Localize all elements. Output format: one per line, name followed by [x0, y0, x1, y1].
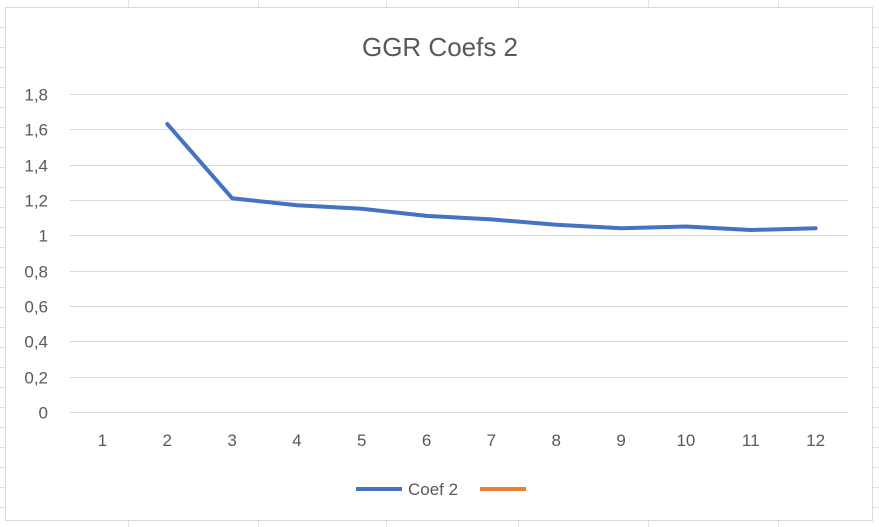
y-tick-label: 0	[39, 404, 48, 423]
y-tick-label: 0,4	[24, 333, 48, 352]
chart-container[interactable]	[5, 7, 873, 521]
y-gridlines	[70, 94, 848, 413]
x-tick-label: 4	[292, 431, 301, 450]
x-tick-label: 5	[357, 431, 366, 450]
x-tick-label: 12	[806, 431, 825, 450]
x-tick-label: 9	[616, 431, 625, 450]
x-tick-label: 8	[552, 431, 561, 450]
series-lines	[165, 122, 818, 232]
x-tick-label: 1	[98, 431, 107, 450]
x-tick-label: 2	[163, 431, 172, 450]
x-tick-label: 11	[742, 431, 760, 450]
y-tick-label: 1,6	[24, 121, 48, 140]
y-axis-tick-labels: 0 0,2 0,4 0,6 0,8 1 1,2 1,4 1,6 1,8	[24, 86, 48, 423]
y-tick-label: 1,8	[24, 86, 48, 105]
series-line	[165, 122, 818, 232]
x-tick-label: 7	[487, 431, 496, 450]
x-axis-tick-labels: 1 2 3 4 5 6 7 8 9 10 11 12	[98, 431, 825, 450]
y-tick-label: 1,4	[24, 157, 48, 176]
y-tick-label: 1	[39, 227, 48, 246]
x-tick-label: 10	[676, 431, 695, 450]
x-tick-label: 6	[422, 431, 431, 450]
legend: Coef 2	[356, 480, 526, 499]
y-tick-label: 0,8	[24, 263, 48, 282]
legend-label: Coef 2	[408, 480, 458, 499]
y-tick-label: 1,2	[24, 192, 48, 211]
x-tick-label: 3	[227, 431, 236, 450]
y-tick-label: 0,6	[24, 298, 48, 317]
chart-title: GGR Coefs 2	[362, 32, 518, 62]
y-tick-label: 0,2	[24, 369, 48, 388]
